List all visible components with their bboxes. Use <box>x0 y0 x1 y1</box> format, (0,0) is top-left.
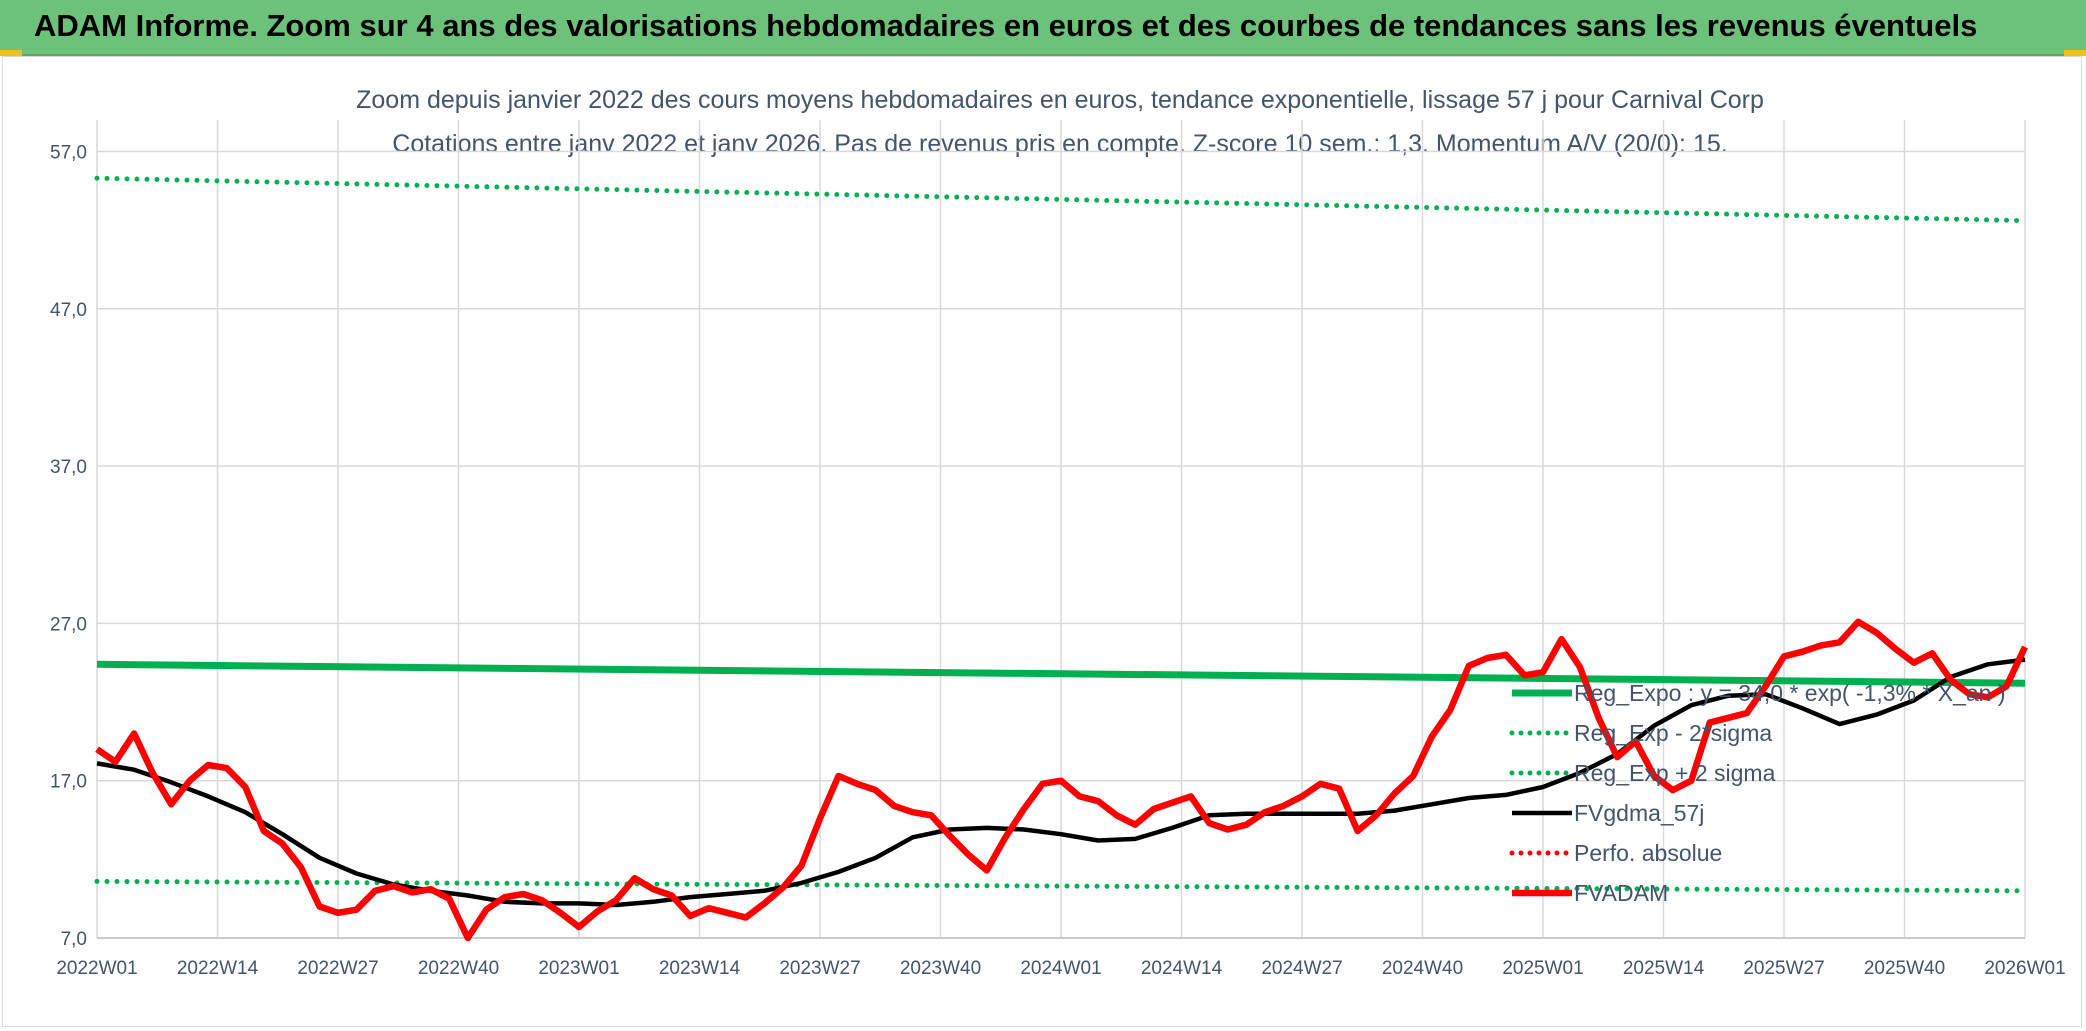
x-tick-label: 2025W01 <box>1502 958 1583 979</box>
banner-accent-right <box>2064 50 2086 56</box>
y-tick-label: 17,0 <box>50 772 87 793</box>
chart-title: Zoom depuis janvier 2022 des cours moyen… <box>356 86 1764 114</box>
y-axis-ticks: 7,0 17,0 27,0 37,0 47,0 57,0 <box>50 142 87 950</box>
x-tick-label: 2023W14 <box>659 958 741 979</box>
report-title: ADAM Informe. Zoom sur 4 ans des valoris… <box>34 8 1978 43</box>
x-tick-label: 2026W01 <box>1984 958 2065 979</box>
x-tick-label: 2024W40 <box>1382 958 1463 979</box>
legend-label: FVgdma_57j <box>1574 800 1704 826</box>
x-tick-label: 2024W01 <box>1020 958 1101 979</box>
legend-label: FVADAM <box>1574 880 1668 906</box>
y-tick-label: 7,0 <box>61 929 87 950</box>
banner-accent-left <box>0 50 22 56</box>
x-tick-label: 2022W01 <box>56 958 137 979</box>
fvadam-line <box>95 618 2028 942</box>
x-tick-label: 2023W27 <box>779 958 860 979</box>
legend-label: Reg_Exp - 2*sigma <box>1574 720 1772 746</box>
legend-label: Reg_Exp + 2 sigma <box>1574 760 1776 786</box>
x-tick-label: 2024W14 <box>1141 958 1223 979</box>
reg-minus-2-sigma-line <box>94 878 2028 894</box>
reg-expo-line <box>96 660 2026 687</box>
chart-subtitle: Cotations entre janv 2022 et janv 2026. … <box>392 130 1727 158</box>
legend-label: Reg_Expo : y = 34,0 * exp( -1,3% * X_an … <box>1574 680 2006 706</box>
chart-series <box>94 175 2028 942</box>
chart-grid <box>96 120 2026 939</box>
x-tick-label: 2023W40 <box>900 958 981 979</box>
x-tick-label: 2022W27 <box>297 958 378 979</box>
y-tick-label: 57,0 <box>50 142 87 163</box>
x-tick-label: 2024W27 <box>1261 958 1342 979</box>
x-tick-label: 2025W14 <box>1623 958 1705 979</box>
y-tick-label: 37,0 <box>50 457 87 478</box>
x-tick-label: 2022W14 <box>177 958 259 979</box>
report-banner: ADAM Informe. Zoom sur 4 ans des valoris… <box>0 0 2086 56</box>
x-tick-label: 2023W01 <box>538 958 619 979</box>
chart-legend: Reg_Expo : y = 34,0 * exp( -1,3% * X_an … <box>1509 680 2006 906</box>
reg-plus-2-sigma-line <box>94 175 2028 224</box>
legend-label: Perfo. absolue <box>1574 840 1722 866</box>
x-tick-label: 2025W27 <box>1743 958 1824 979</box>
y-tick-label: 47,0 <box>50 300 87 321</box>
y-tick-label: 27,0 <box>50 614 87 635</box>
x-axis-ticks: 2022W01 2022W14 2022W27 2022W40 2023W01 2023W… <box>56 958 2065 979</box>
x-tick-label: 2025W40 <box>1864 958 1945 979</box>
chart-frame <box>2 56 2082 1027</box>
x-tick-label: 2022W40 <box>418 958 499 979</box>
